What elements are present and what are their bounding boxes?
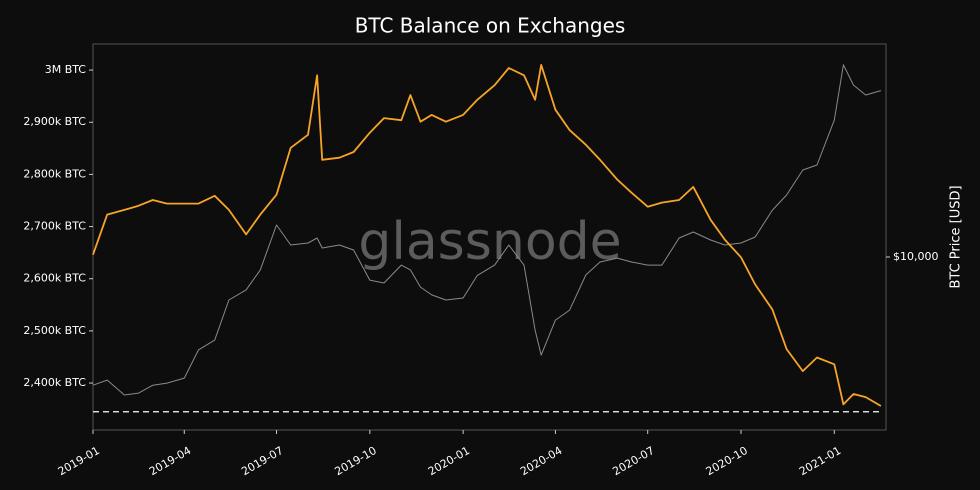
y-tick-label: 2,500k BTC [23,324,86,337]
chart-title: BTC Balance on Exchanges [355,14,626,38]
y-tick-label: 3M BTC [45,63,87,76]
y2-tick-label: $10,000 [893,250,939,263]
y-tick-label: 2,400k BTC [23,376,86,389]
y-tick-label: 2,800k BTC [23,167,86,180]
y-tick-label: 2,900k BTC [23,115,86,128]
balance-line [92,64,882,407]
y-tick-label: 2,600k BTC [23,272,86,285]
plot-frame [92,43,887,431]
y2-axis-label: BTC Price [USD] [949,185,964,288]
price-line [92,64,882,396]
y-tick-label: 2,700k BTC [23,220,86,233]
watermark: glassnode [358,212,621,272]
